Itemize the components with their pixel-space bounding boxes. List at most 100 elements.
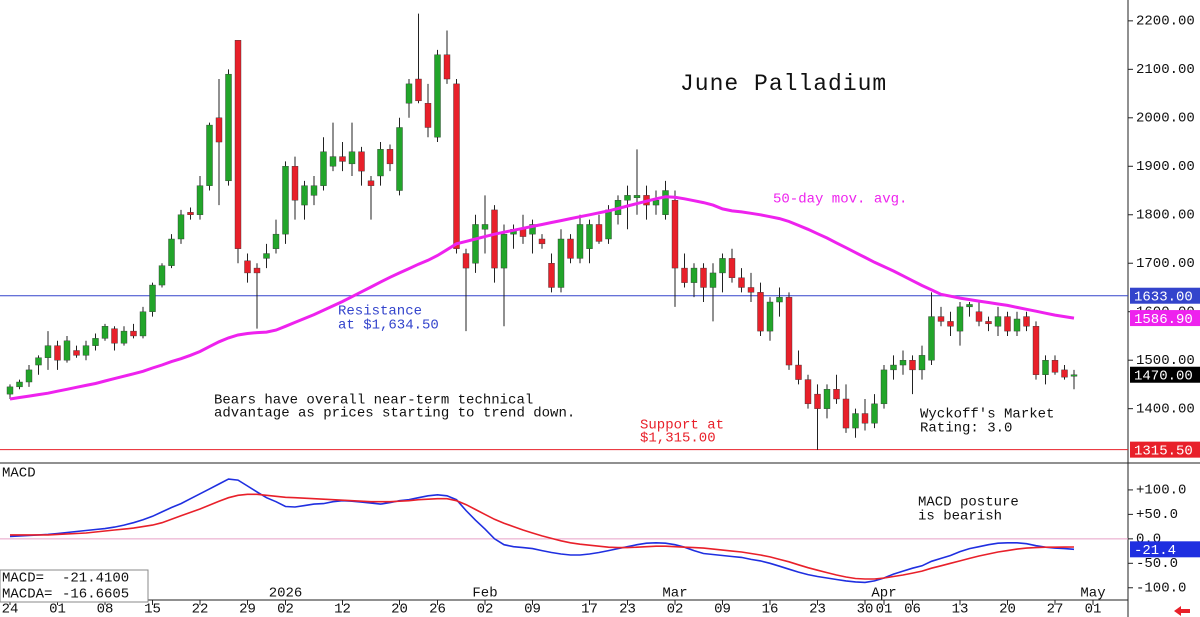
candle-body	[44, 345, 52, 358]
x-tick-label: 09	[524, 602, 541, 617]
annotation: Bears have overall near-term technical	[214, 393, 533, 409]
candle-body	[538, 238, 546, 245]
candle-body	[966, 304, 973, 308]
value-badge	[1130, 366, 1200, 383]
series-line	[10, 493, 1075, 580]
candle-body	[529, 224, 536, 235]
value-badge	[1130, 287, 1200, 304]
candle-body	[187, 212, 194, 215]
candle-body	[73, 350, 80, 356]
readout-value: -21.4100	[62, 571, 129, 587]
candle-body	[25, 369, 33, 383]
candle-body	[434, 54, 441, 138]
annotation: Support at	[640, 418, 724, 434]
x-tick-label: 08	[97, 602, 114, 617]
candle-body	[956, 306, 964, 332]
candle-body	[766, 301, 774, 332]
x-tick-label: 02	[667, 602, 684, 617]
x-tick-label: 16	[762, 602, 779, 617]
candle-body	[35, 357, 42, 366]
candle-body	[101, 326, 109, 339]
annotation: Resistance	[338, 304, 422, 320]
x-month-label: May	[1080, 586, 1105, 602]
candle-body	[339, 156, 346, 162]
y-tick-label: -50.0	[1136, 556, 1178, 572]
candle-body	[1061, 369, 1068, 378]
candle-body	[861, 413, 869, 424]
candle-body	[111, 328, 118, 344]
candle-body	[652, 200, 660, 206]
candle-body	[595, 224, 603, 242]
arrow-icon	[1174, 606, 1190, 616]
candle-body	[320, 151, 327, 186]
candle-body	[662, 190, 669, 215]
candle-body	[852, 413, 859, 429]
candle-body	[253, 267, 261, 274]
x-tick-label: 26	[429, 602, 446, 617]
series-line	[9, 478, 1075, 584]
candle-body	[918, 355, 926, 371]
candle-body	[985, 321, 992, 325]
candle-body	[994, 316, 1002, 327]
candle-body	[329, 156, 337, 167]
candle-body	[814, 393, 821, 409]
candle-body	[1032, 326, 1040, 375]
candle-body	[842, 398, 850, 429]
readout-label: MACDA=	[2, 587, 52, 603]
x-tick-label: 15	[144, 602, 161, 617]
candle-body	[82, 345, 90, 356]
candle-body	[472, 224, 479, 264]
value-badge	[1130, 441, 1200, 458]
candle-body	[557, 238, 565, 288]
candle-body	[16, 381, 23, 388]
y-tick-label: +50.0	[1136, 507, 1178, 523]
candle-body	[1051, 359, 1059, 373]
candle-body	[899, 359, 907, 366]
value-badge	[1130, 541, 1200, 558]
candle-body	[1013, 318, 1021, 332]
candle-body	[1004, 316, 1011, 332]
candle-body	[1042, 359, 1049, 375]
candle-body	[453, 83, 460, 249]
value-badge-label: 1633.00	[1134, 289, 1193, 305]
y-tick-label: 1900.00	[1136, 159, 1195, 175]
candle-body	[909, 359, 916, 371]
candle-body	[1023, 316, 1030, 327]
ma-label: 50-day mov. avg.	[773, 192, 907, 208]
annotation: advantage as prices starting to trend do…	[214, 406, 575, 422]
candle-body	[443, 54, 451, 80]
x-month-label: 2026	[269, 586, 303, 602]
candle-body	[833, 389, 840, 400]
candle-body	[377, 149, 384, 177]
x-tick-label: 01	[876, 602, 893, 617]
candle-body	[548, 263, 555, 288]
readout-value: -16.6605	[62, 587, 129, 603]
x-tick-label: 30	[857, 602, 874, 617]
x-tick-label: 27	[1047, 602, 1064, 617]
candle-body	[880, 369, 888, 405]
panel-title: MACD	[2, 466, 36, 482]
candle-body	[519, 229, 527, 237]
candle-body	[282, 166, 289, 235]
x-tick-label: 01	[1085, 602, 1102, 617]
x-tick-label: 22	[192, 602, 209, 617]
candle-body	[500, 233, 508, 269]
candle-body	[348, 151, 356, 165]
candle-body	[757, 292, 764, 332]
candle-body	[871, 403, 878, 424]
candle-body	[177, 214, 185, 240]
candle-body	[804, 379, 812, 405]
x-tick-label: 23	[809, 602, 826, 617]
candle-body	[671, 200, 679, 269]
x-month-label: Feb	[472, 586, 497, 602]
y-tick-label: 2200.00	[1136, 14, 1195, 30]
candle-body	[139, 311, 147, 337]
overlay: June Palladium 50-day mov. avg. Resistan…	[0, 71, 1190, 616]
candle-body	[709, 272, 717, 288]
candle-body	[215, 117, 223, 143]
candle-body	[168, 238, 175, 266]
chart-title: June Palladium	[680, 71, 887, 97]
candle-body	[605, 209, 612, 240]
